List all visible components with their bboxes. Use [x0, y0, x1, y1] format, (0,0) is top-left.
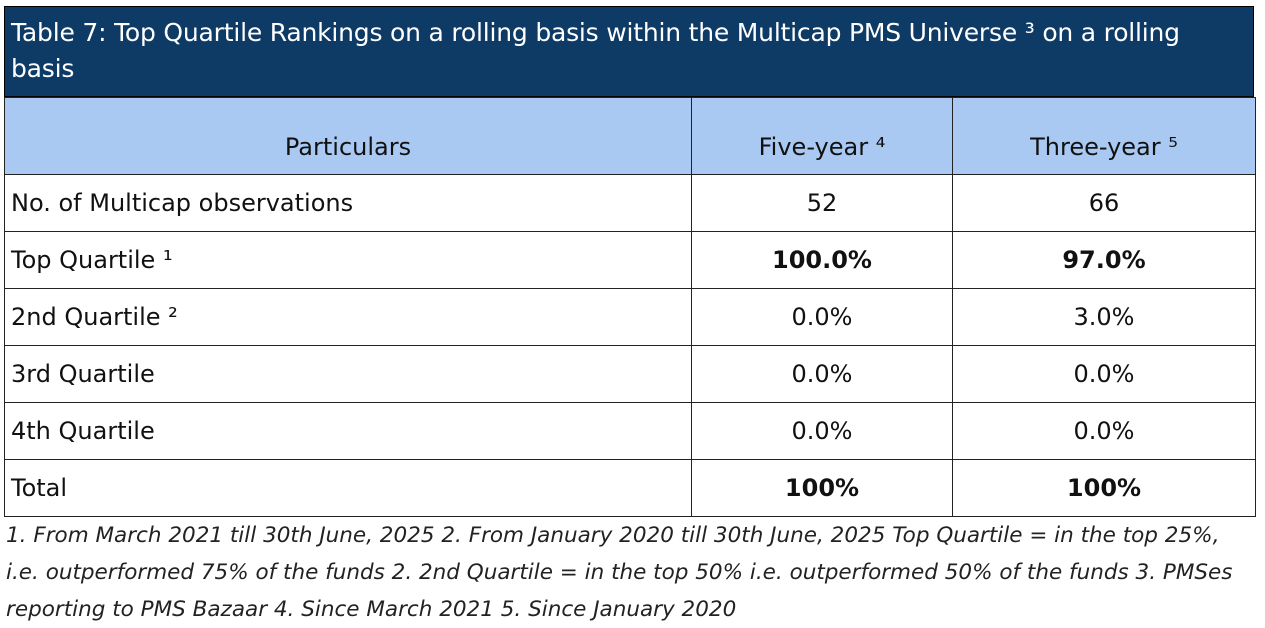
row-label: 3rd Quartile: [4, 345, 692, 403]
header-row: Particulars Five-year ⁴ Three-year ⁵: [4, 97, 1256, 175]
column-header-particulars: Particulars: [4, 97, 692, 175]
five-year-value: 0.0%: [691, 402, 953, 460]
three-year-value: 3.0%: [952, 288, 1256, 346]
table-row: 4th Quartile 0.0% 0.0%: [4, 402, 1256, 460]
row-label: No. of Multicap observations: [4, 174, 692, 232]
three-year-value: 97.0%: [952, 231, 1256, 289]
five-year-value: 52: [691, 174, 953, 232]
table-row: No. of Multicap observations 52 66: [4, 174, 1256, 232]
table-row: Top Quartile ¹ 100.0% 97.0%: [4, 231, 1256, 289]
table-row: 3rd Quartile 0.0% 0.0%: [4, 345, 1256, 403]
five-year-value: 100.0%: [691, 231, 953, 289]
quartile-table: Particulars Five-year ⁴ Three-year ⁵ No.…: [4, 97, 1256, 517]
five-year-value: 0.0%: [691, 345, 953, 403]
three-year-value: 66: [952, 174, 1256, 232]
table-row: Total 100% 100%: [4, 459, 1256, 517]
table-title-bar: Table 7: Top Quartile Rankings on a roll…: [4, 6, 1254, 97]
table-title: Table 7: Top Quartile Rankings on a roll…: [11, 18, 1180, 83]
row-label: 4th Quartile: [4, 402, 692, 460]
three-year-value: 0.0%: [952, 345, 1256, 403]
footnote: 1. From March 2021 till 30th June, 2025 …: [6, 523, 1233, 622]
five-year-value: 100%: [691, 459, 953, 517]
column-header-three-year: Three-year ⁵: [952, 97, 1256, 175]
row-label: 2nd Quartile ²: [4, 288, 692, 346]
three-year-value: 0.0%: [952, 402, 1256, 460]
column-header-five-year: Five-year ⁴: [691, 97, 953, 175]
row-label: Total: [4, 459, 692, 517]
row-label: Top Quartile ¹: [4, 231, 692, 289]
three-year-value: 100%: [952, 459, 1256, 517]
five-year-value: 0.0%: [691, 288, 953, 346]
table-row: 2nd Quartile ² 0.0% 3.0%: [4, 288, 1256, 346]
